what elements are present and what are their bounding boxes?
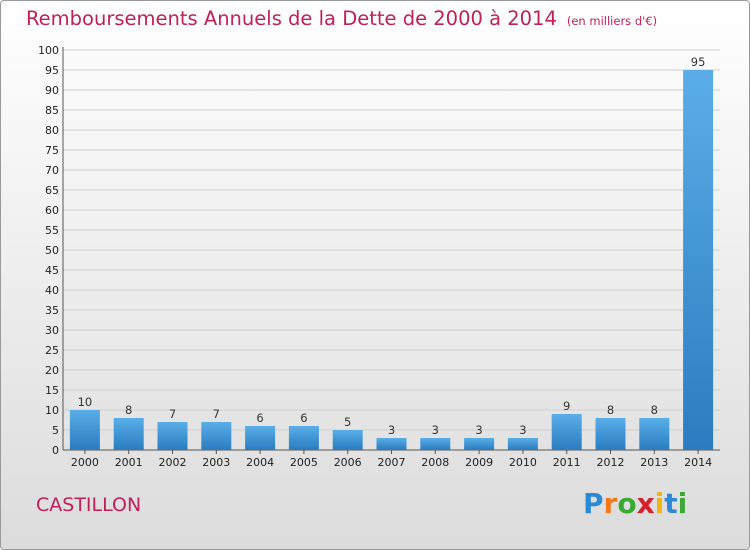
logo-letter: t (664, 487, 678, 520)
y-tick-label: 10 (45, 404, 59, 417)
data-label-2010: 3 (519, 423, 526, 437)
title-text: Remboursements Annuels de la Dette de 20… (26, 7, 557, 30)
y-tick-label: 95 (45, 64, 59, 77)
y-tick-label: 75 (45, 144, 59, 157)
data-label-2002: 7 (169, 407, 176, 421)
data-label-2001: 8 (125, 403, 132, 417)
x-tick-label: 2002 (159, 456, 187, 469)
data-label-2011: 9 (563, 399, 570, 413)
x-tick-label: 2001 (115, 456, 143, 469)
y-tick-label: 70 (45, 164, 59, 177)
bar-2002 (157, 422, 188, 450)
y-tick-label: 30 (45, 324, 59, 337)
x-tick-label: 2014 (684, 456, 712, 469)
bar-2009 (464, 438, 495, 450)
y-tick-label: 50 (45, 244, 59, 257)
data-label-2014: 95 (691, 55, 706, 69)
y-tick-label: 55 (45, 224, 59, 237)
bar-2000 (69, 410, 100, 450)
x-tick-labels: 2000 2001 2002 2003 2004 2005 2006 2007 2008 2009… (71, 450, 712, 469)
data-label-2008: 3 (432, 423, 439, 437)
y-tick-label: 25 (45, 344, 59, 357)
data-label-2007: 3 (388, 423, 395, 437)
x-tick-label: 2013 (640, 456, 668, 469)
chart-subtitle: (en milliers d'€) (566, 14, 658, 28)
data-label-2012: 8 (607, 403, 614, 417)
x-tick-label: 2010 (509, 456, 537, 469)
x-tick-label: 2009 (465, 456, 493, 469)
y-tick-label: 85 (45, 104, 59, 117)
x-tick-label: 2005 (290, 456, 318, 469)
chart-title: Remboursements Annuels de la Dette de 20… (26, 7, 657, 30)
data-label-2000: 10 (78, 395, 93, 409)
bar-2007 (376, 438, 407, 450)
commune-name: CASTILLON (36, 494, 142, 516)
y-tick-label: 60 (45, 204, 59, 217)
bar-2010 (507, 438, 538, 450)
data-label-2013: 8 (651, 403, 658, 417)
bar-2008 (420, 438, 451, 450)
y-tick-label: 65 (45, 184, 59, 197)
y-tick-label: 100 (38, 44, 59, 57)
data-labels: 10 8 7 7 6 6 5 3 3 3 3 9 8 8 95 (78, 55, 706, 437)
data-label-2004: 6 (256, 411, 263, 425)
logo-letter: x (636, 487, 655, 520)
x-tick-label: 2003 (202, 456, 230, 469)
bar-2013 (639, 418, 670, 450)
y-tick-label: 15 (45, 384, 59, 397)
data-label-2003: 7 (213, 407, 220, 421)
bar-2001 (113, 418, 144, 450)
y-tick-label: 90 (45, 84, 59, 97)
logo-letter: o (617, 487, 637, 520)
grid-lines (63, 49, 720, 451)
y-tick-label: 80 (45, 124, 59, 137)
x-tick-label: 2011 (553, 456, 581, 469)
bar-2005 (288, 426, 319, 450)
x-tick-label: 2007 (378, 456, 406, 469)
logo-letter: i (677, 487, 688, 520)
bars (69, 70, 714, 450)
y-tick-labels: 0 5 10 15 20 25 30 35 40 45 50 55 60 65 70 75 80 85 90 95 10… (38, 44, 59, 457)
proxiti-logo: Proxiti (583, 487, 687, 520)
bar-2003 (201, 422, 232, 450)
y-tick-label: 45 (45, 264, 59, 277)
x-tick-label: 2006 (334, 456, 362, 469)
y-tick-label: 20 (45, 364, 59, 377)
x-tick-label: 2000 (71, 456, 99, 469)
x-tick-label: 2012 (597, 456, 625, 469)
y-tick-label: 40 (45, 284, 59, 297)
logo-letter: P (583, 487, 604, 520)
bar-2011 (551, 414, 582, 450)
bar-2012 (595, 418, 626, 450)
x-tick-label: 2004 (246, 456, 274, 469)
y-tick-label: 0 (52, 444, 59, 457)
logo-letter: i (654, 487, 665, 520)
bar-2004 (245, 426, 276, 450)
logo-letter: r (603, 487, 618, 520)
bar-2014 (683, 70, 714, 450)
data-label-2006: 5 (344, 415, 351, 429)
data-label-2005: 6 (300, 411, 307, 425)
x-tick-label: 2008 (421, 456, 449, 469)
y-tick-label: 35 (45, 304, 59, 317)
bar-2006 (332, 430, 363, 450)
data-label-2009: 3 (475, 423, 482, 437)
y-tick-label: 5 (52, 424, 59, 437)
